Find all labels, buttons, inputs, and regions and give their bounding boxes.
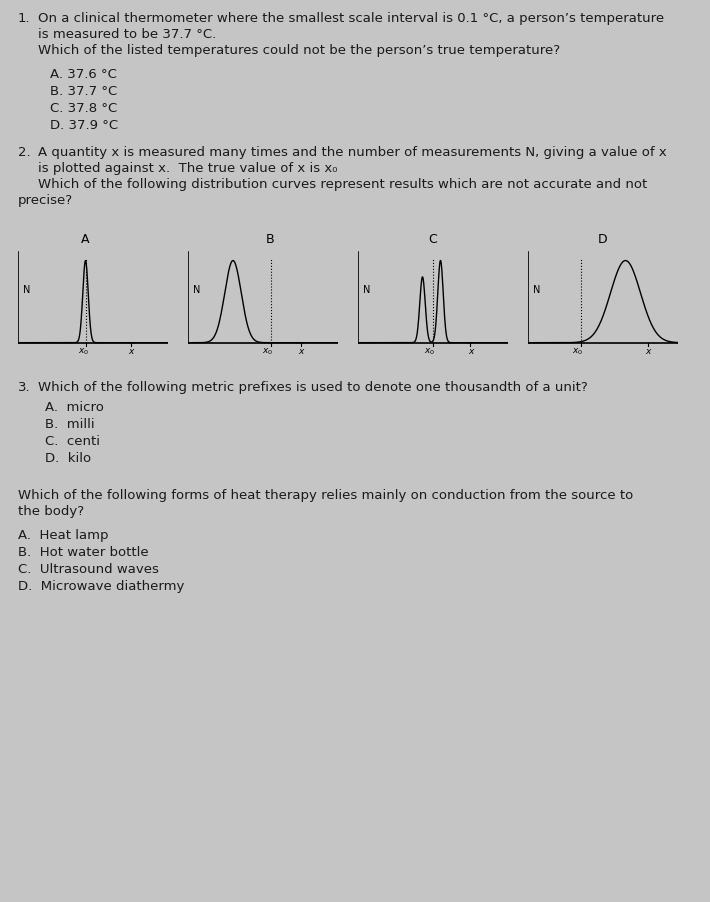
Text: 3.: 3.	[18, 381, 31, 393]
Text: B.  milli: B. milli	[45, 418, 94, 430]
Text: $x_0$: $x_0$	[78, 346, 89, 356]
Text: D: D	[599, 234, 608, 246]
Text: $x_0$: $x_0$	[262, 346, 273, 356]
Text: N: N	[23, 285, 30, 295]
Text: 1.: 1.	[18, 12, 31, 25]
Text: B.  Hot water bottle: B. Hot water bottle	[18, 546, 148, 558]
Text: $x_0$: $x_0$	[425, 346, 435, 356]
Text: D.  kilo: D. kilo	[45, 452, 91, 465]
Text: is plotted against x.  The true value of x is x₀: is plotted against x. The true value of …	[38, 161, 337, 175]
Text: is measured to be 37.7 °C.: is measured to be 37.7 °C.	[38, 28, 217, 41]
Text: C. 37.8 °C: C. 37.8 °C	[50, 102, 117, 115]
Text: A quantity x is measured many times and the number of measurements N, giving a v: A quantity x is measured many times and …	[38, 146, 667, 159]
Text: precise?: precise?	[18, 194, 73, 207]
Text: Which of the listed temperatures could not be the person’s true temperature?: Which of the listed temperatures could n…	[38, 44, 560, 57]
Text: x: x	[645, 346, 650, 355]
Text: D. 37.9 °C: D. 37.9 °C	[50, 119, 118, 132]
Text: N: N	[192, 285, 200, 295]
Text: A. 37.6 °C: A. 37.6 °C	[50, 68, 117, 81]
Text: Which of the following metric prefixes is used to denote one thousandth of a uni: Which of the following metric prefixes i…	[38, 381, 588, 393]
Text: A: A	[81, 234, 89, 246]
Text: 2.: 2.	[18, 146, 31, 159]
Text: A.  Heat lamp: A. Heat lamp	[18, 529, 109, 541]
Text: N: N	[532, 285, 540, 295]
Text: B. 37.7 °C: B. 37.7 °C	[50, 85, 117, 98]
Text: C.  Ultrasound waves: C. Ultrasound waves	[18, 562, 159, 575]
Text: the body?: the body?	[18, 504, 84, 518]
Text: x: x	[468, 346, 473, 355]
Text: C: C	[429, 234, 437, 246]
Text: B: B	[266, 234, 275, 246]
Text: N: N	[363, 285, 370, 295]
Text: A.  micro: A. micro	[45, 400, 104, 413]
Text: C.  centi: C. centi	[45, 435, 100, 447]
Text: x: x	[297, 346, 303, 355]
Text: D.  Microwave diathermy: D. Microwave diathermy	[18, 579, 185, 593]
Text: x: x	[128, 346, 133, 355]
Text: $x_0$: $x_0$	[572, 346, 583, 356]
Text: Which of the following distribution curves represent results which are not accur: Which of the following distribution curv…	[38, 178, 648, 191]
Text: Which of the following forms of heat therapy relies mainly on conduction from th: Which of the following forms of heat the…	[18, 489, 633, 502]
Text: On a clinical thermometer where the smallest scale interval is 0.1 °C, a person’: On a clinical thermometer where the smal…	[38, 12, 664, 25]
